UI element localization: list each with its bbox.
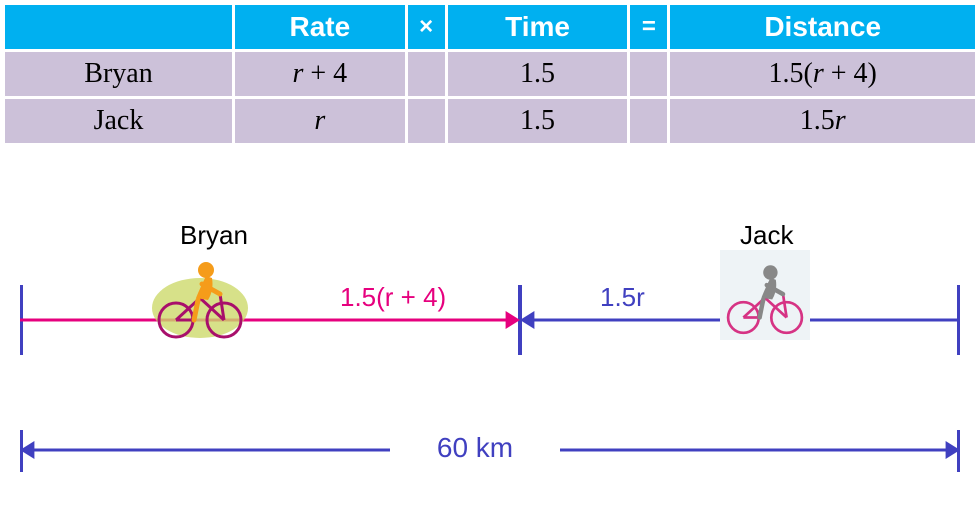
- cell-time: 1.5: [446, 98, 629, 145]
- bryan-cyclist-icon: [150, 250, 250, 345]
- cell-time: 1.5: [446, 51, 629, 98]
- cell-equals-empty: [629, 51, 669, 98]
- header-times: ×: [406, 4, 446, 51]
- jack-cyclist-icon: [720, 250, 810, 340]
- bryan-distance-label: 1.5(r + 4): [340, 282, 446, 313]
- header-time: Time: [446, 4, 629, 51]
- cell-times-empty: [406, 51, 446, 98]
- rate-time-distance-table: Rate × Time = Distance Bryanr + 4 1.5 1.5(…: [2, 2, 978, 146]
- table-row: Jackr 1.5 1.5r: [4, 98, 977, 145]
- cell-equals-empty: [629, 98, 669, 145]
- bryan-label: Bryan: [180, 220, 248, 251]
- cell-name: Jack: [4, 98, 234, 145]
- cell-rate: r + 4: [234, 51, 407, 98]
- header-rate: Rate: [234, 4, 407, 51]
- cell-rate: r: [234, 98, 407, 145]
- cell-name: Bryan: [4, 51, 234, 98]
- header-distance: Distance: [669, 4, 977, 51]
- header-name: [4, 4, 234, 51]
- cell-distance: 1.5(r + 4): [669, 51, 977, 98]
- header-equals: =: [629, 4, 669, 51]
- jack-distance-label: 1.5r: [600, 282, 645, 313]
- table-row: Bryanr + 4 1.5 1.5(r + 4): [4, 51, 977, 98]
- distance-diagram: Bryan Jack 1.5(r + 4) 1.5r: [20, 220, 960, 400]
- total-distance-label: 60 km: [390, 432, 560, 464]
- cell-distance: 1.5r: [669, 98, 977, 145]
- jack-label: Jack: [740, 220, 793, 251]
- total-distance-bar: 60 km: [20, 430, 960, 490]
- cell-times-empty: [406, 98, 446, 145]
